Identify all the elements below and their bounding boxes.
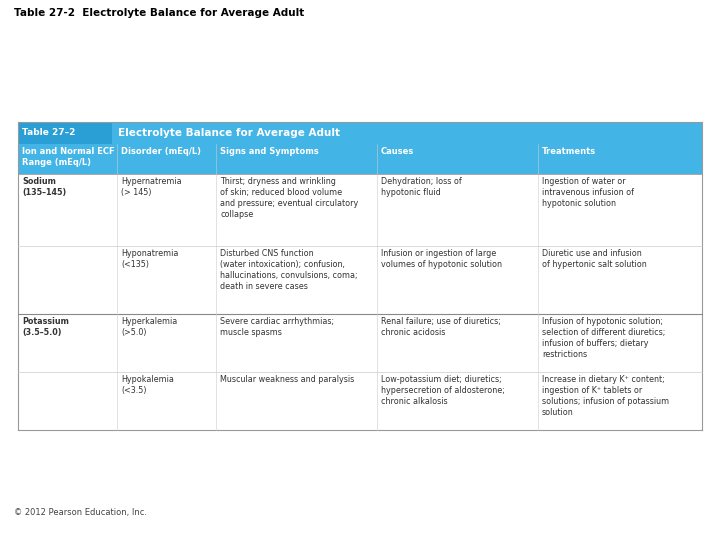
Text: Table 27-2  Electrolyte Balance for Average Adult: Table 27-2 Electrolyte Balance for Avera… [14,8,305,18]
Text: Causes: Causes [381,147,414,156]
Text: Low-potassium diet; diuretics;
hypersecretion of aldosterone;
chronic alkalosis: Low-potassium diet; diuretics; hypersecr… [381,375,505,406]
Text: Disorder (mEq/L): Disorder (mEq/L) [121,147,201,156]
Text: Muscular weakness and paralysis: Muscular weakness and paralysis [220,375,355,384]
Text: Infusion of hypotonic solution;
selection of different diuretics;
infusion of bu: Infusion of hypotonic solution; selectio… [542,317,665,359]
Text: Ingestion of water or
intravenous infusion of
hypotonic solution: Ingestion of water or intravenous infusi… [542,177,634,208]
Text: Dehydration; loss of
hypotonic fluid: Dehydration; loss of hypotonic fluid [381,177,462,197]
Text: Hyperkalemia
(>5.0): Hyperkalemia (>5.0) [121,317,177,337]
Text: Hypokalemia
(<3.5): Hypokalemia (<3.5) [121,375,174,395]
Text: Diuretic use and infusion
of hypertonic salt solution: Diuretic use and infusion of hypertonic … [542,249,647,269]
Text: Increase in dietary K⁺ content;
ingestion of K⁺ tablets or
solutions; infusion o: Increase in dietary K⁺ content; ingestio… [542,375,669,417]
Text: Signs and Symptoms: Signs and Symptoms [220,147,319,156]
Text: Renal failure; use of diuretics;
chronic acidosis: Renal failure; use of diuretics; chronic… [381,317,501,337]
Text: Potassium
(3.5–5.0): Potassium (3.5–5.0) [22,317,69,337]
Text: Disturbed CNS function
(water intoxication); confusion,
hallucinations, convulsi: Disturbed CNS function (water intoxicati… [220,249,358,291]
Text: Ion and Normal ECF
Range (mEq/L): Ion and Normal ECF Range (mEq/L) [22,147,114,167]
Text: Infusion or ingestion of large
volumes of hypotonic solution: Infusion or ingestion of large volumes o… [381,249,502,269]
Text: Severe cardiac arrhythmias;
muscle spasms: Severe cardiac arrhythmias; muscle spasm… [220,317,335,337]
Text: Table 27–2: Table 27–2 [22,129,76,138]
Text: © 2012 Pearson Education, Inc.: © 2012 Pearson Education, Inc. [14,508,147,517]
Text: Hypernatremia
(> 145): Hypernatremia (> 145) [121,177,182,197]
Text: Hyponatremia
(<135): Hyponatremia (<135) [121,249,179,269]
Text: Treatments: Treatments [542,147,596,156]
Text: Electrolyte Balance for Average Adult: Electrolyte Balance for Average Adult [118,128,341,138]
Text: Sodium
(135–145): Sodium (135–145) [22,177,66,197]
Text: Thirst; dryness and wrinkling
of skin; reduced blood volume
and pressure; eventu: Thirst; dryness and wrinkling of skin; r… [220,177,359,219]
